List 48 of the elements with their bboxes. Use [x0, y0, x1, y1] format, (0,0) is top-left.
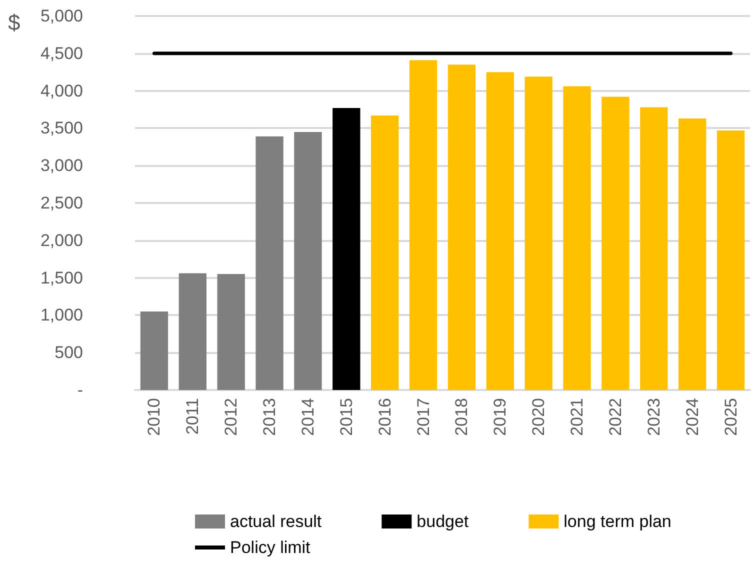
legend-label: long term plan: [564, 512, 672, 531]
x-tick-label: 2018: [452, 398, 472, 436]
x-tick-label: 2024: [682, 398, 702, 436]
x-tick-label: 2014: [298, 398, 318, 436]
y-tick-label: 3,000: [40, 156, 83, 176]
bar: [178, 273, 206, 390]
bar: [563, 86, 591, 390]
y-tick-label: 1,500: [40, 268, 83, 288]
x-tick-label: 2010: [144, 398, 164, 436]
bar: [294, 132, 322, 390]
y-tick-label: 5,000: [40, 6, 83, 26]
bar: [486, 72, 514, 390]
x-tick-label: 2012: [222, 398, 241, 436]
bar: [524, 76, 552, 390]
y-tick-label: 2,000: [40, 230, 83, 250]
x-tick-label: 2021: [568, 398, 587, 436]
x-tick-label: 2025: [721, 398, 740, 436]
bar: [678, 118, 706, 390]
bar: [217, 274, 245, 390]
y-tick-label: 4,000: [40, 81, 83, 100]
bar: [332, 108, 360, 390]
y-tick-label: 1,000: [40, 306, 83, 325]
x-tick-label: 2023: [644, 398, 664, 436]
y-tick-label: 3,500: [40, 118, 83, 138]
x-tick-label: 2011: [183, 398, 202, 435]
bar: [716, 130, 745, 390]
legend-label: Policy limit: [230, 538, 311, 557]
bar: [409, 60, 438, 390]
y-tick-label: 4,500: [40, 44, 83, 63]
legend-label: actual result: [230, 512, 322, 531]
y-tick-label: -: [77, 380, 83, 400]
bar: [640, 107, 668, 390]
x-tick-label: 2019: [490, 398, 510, 436]
bar: [140, 311, 168, 390]
x-tick-label: 2020: [529, 398, 548, 436]
x-tick-label: 2017: [414, 398, 433, 436]
bar: [371, 115, 399, 390]
x-tick-label: 2016: [375, 398, 394, 436]
y-axis-title: $: [8, 10, 20, 36]
bar: [448, 64, 476, 390]
x-tick-label: 2013: [260, 398, 280, 436]
bar: [256, 136, 284, 390]
x-tick-label: 2022: [606, 398, 625, 436]
y-tick-label: 2,500: [40, 194, 83, 212]
x-tick-label: 2015: [336, 398, 356, 436]
bar: [602, 96, 630, 390]
legend-label: budget: [416, 512, 469, 531]
y-tick-label: 500: [54, 343, 83, 362]
